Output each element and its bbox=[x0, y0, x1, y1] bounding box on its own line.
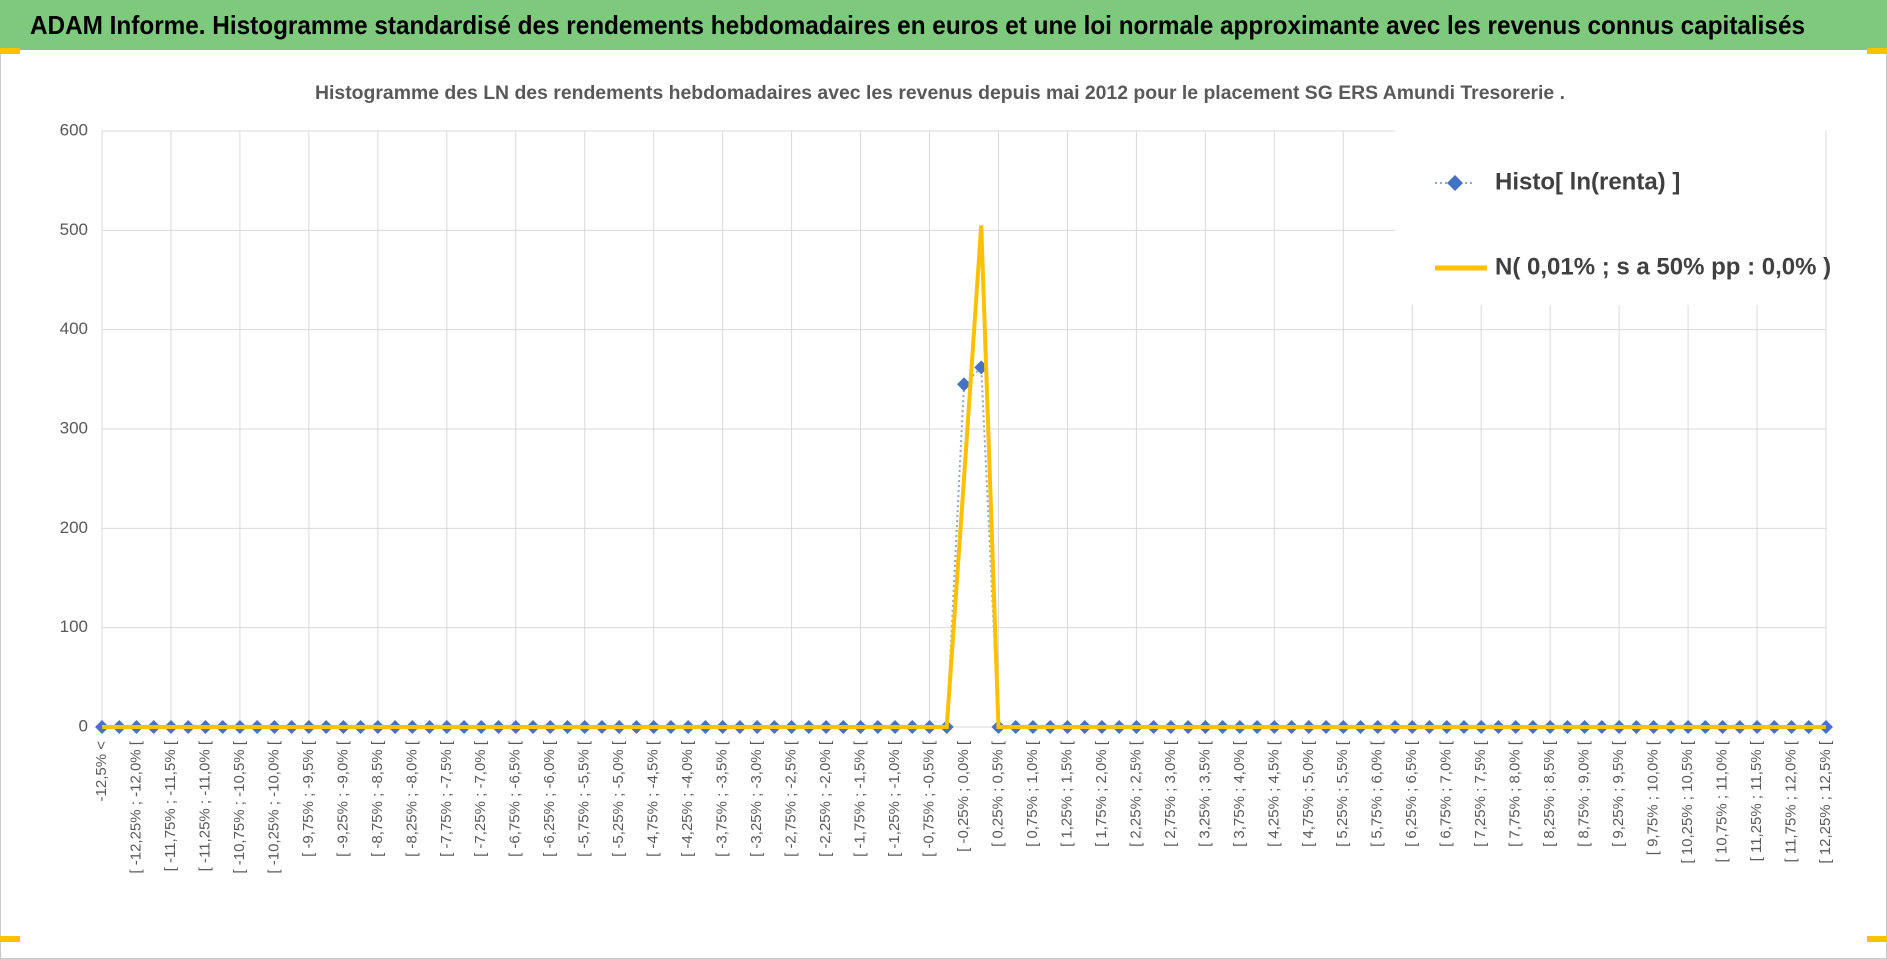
x-tick-label: [ -1,75% ; -1,5% [ bbox=[852, 740, 869, 857]
x-tick-label: [ -5,25% ; -5,0% [ bbox=[610, 740, 627, 857]
x-tick-label: [ -4,25% ; -4,0% [ bbox=[679, 740, 696, 857]
x-tick-label: [ -10,75% ; -10,5% [ bbox=[231, 740, 248, 873]
x-tick-label: [ 0,25% ; 0,5% [ bbox=[989, 740, 1006, 847]
x-tick-label: [ -8,75% ; -8,5% [ bbox=[369, 740, 386, 857]
x-tick-label: [ 11,25% ; 11,5% [ bbox=[1748, 740, 1765, 861]
corner-mark bbox=[1867, 48, 1887, 54]
x-tick-label: [ 1,25% ; 1,5% [ bbox=[1058, 740, 1075, 847]
corner-mark bbox=[0, 48, 20, 54]
x-tick-label: [ -3,75% ; -3,5% [ bbox=[714, 740, 731, 857]
x-tick-label: [ 12,25% ; 12,5% [ bbox=[1817, 740, 1834, 863]
x-tick-label: [ 7,25% ; 7,5% [ bbox=[1472, 740, 1489, 847]
header-title: ADAM Informe. Histogramme standardisé de… bbox=[30, 10, 1805, 40]
legend-marker bbox=[1447, 175, 1463, 191]
x-tick-label: -12,5% < bbox=[93, 741, 110, 802]
x-tick-label: [ 8,75% ; 9,0% [ bbox=[1576, 740, 1593, 847]
x-tick-label: [ -9,25% ; -9,0% [ bbox=[334, 740, 351, 857]
x-tick-label: [ 4,25% ; 4,5% [ bbox=[1265, 740, 1282, 847]
legend-label: N( 0,01% ; s a 50% pp : 0,0% ) bbox=[1495, 253, 1831, 280]
x-tick-label: [ 3,75% ; 4,0% [ bbox=[1231, 740, 1248, 847]
x-tick-label: [ 0,75% ; 1,0% [ bbox=[1024, 740, 1041, 847]
y-tick-label: 200 bbox=[60, 518, 88, 537]
x-tick-label: [ 7,75% ; 8,0% [ bbox=[1507, 740, 1524, 847]
y-tick-label: 600 bbox=[60, 120, 88, 139]
x-tick-label: [ -11,75% ; -11,5% [ bbox=[162, 740, 179, 871]
x-tick-label: [ -10,25% ; -10,0% [ bbox=[265, 740, 282, 873]
x-tick-label: [ 10,75% ; 11,0% [ bbox=[1714, 740, 1731, 862]
x-tick-label: [ 2,75% ; 3,0% [ bbox=[1162, 740, 1179, 847]
x-tick-label: [ -1,25% ; -1,0% [ bbox=[886, 740, 903, 857]
x-tick-label: [ 4,75% ; 5,0% [ bbox=[1300, 740, 1317, 847]
y-tick-label: 500 bbox=[60, 220, 88, 239]
x-tick-label: [ 5,75% ; 6,0% [ bbox=[1369, 740, 1386, 847]
x-tick-label: [ 10,25% ; 10,5% [ bbox=[1679, 740, 1696, 863]
x-tick-label: [ -12,25% ; -12,0% [ bbox=[127, 740, 144, 873]
x-tick-label: [ -0,75% ; -0,5% [ bbox=[920, 740, 937, 857]
x-tick-label: [ 6,75% ; 7,0% [ bbox=[1438, 740, 1455, 847]
x-tick-label: [ -7,75% ; -7,5% [ bbox=[438, 740, 455, 857]
x-tick-label: [ 6,25% ; 6,5% [ bbox=[1403, 740, 1420, 847]
x-tick-label: [ -0,25% ; 0,0% [ bbox=[955, 740, 972, 852]
x-tick-label: [ 9,25% ; 9,5% [ bbox=[1610, 740, 1627, 847]
y-tick-label: 400 bbox=[60, 319, 88, 338]
y-tick-label: 300 bbox=[60, 418, 88, 437]
y-tick-label: 100 bbox=[60, 617, 88, 636]
diamond-marker bbox=[957, 377, 971, 392]
x-tick-label: [ -2,75% ; -2,5% [ bbox=[783, 740, 800, 857]
corner-mark bbox=[1867, 936, 1887, 942]
x-tick-label: [ 1,75% ; 2,0% [ bbox=[1093, 740, 1110, 847]
y-tick-label: 0 bbox=[79, 716, 88, 735]
chart-title: Histogramme des LN des rendements hebdom… bbox=[315, 83, 1565, 104]
series-line bbox=[102, 225, 1826, 729]
x-tick-label: [ 2,25% ; 2,5% [ bbox=[1127, 740, 1144, 847]
x-tick-label: [ 11,75% ; 12,0% [ bbox=[1782, 740, 1799, 862]
x-tick-label: [ -9,75% ; -9,5% [ bbox=[300, 740, 317, 857]
header-bar bbox=[0, 0, 1887, 50]
x-tick-label: [ 3,25% ; 3,5% [ bbox=[1196, 740, 1213, 847]
x-tick-label: [ -3,25% ; -3,0% [ bbox=[748, 740, 765, 857]
x-tick-label: [ -8,25% ; -8,0% [ bbox=[403, 740, 420, 857]
x-tick-label: [ -2,25% ; -2,0% [ bbox=[817, 740, 834, 857]
x-tick-label: [ 5,25% ; 5,5% [ bbox=[1334, 740, 1351, 847]
x-tick-label: [ -5,75% ; -5,5% [ bbox=[576, 740, 593, 857]
x-tick-label: [ -11,25% ; -11,0% [ bbox=[196, 740, 213, 871]
x-tick-label: [ -7,25% ; -7,0% [ bbox=[472, 740, 489, 857]
corner-mark bbox=[0, 936, 20, 942]
x-tick-label: [ 8,25% ; 8,5% [ bbox=[1541, 740, 1558, 847]
x-tick-label: [ 9,75% ; 10,0% [ bbox=[1645, 740, 1662, 855]
legend-label: Histo[ ln(renta) ] bbox=[1495, 168, 1680, 195]
x-tick-label: [ -6,75% ; -6,5% [ bbox=[507, 740, 524, 857]
legend-box bbox=[1395, 130, 1825, 305]
x-tick-label: [ -6,25% ; -6,0% [ bbox=[541, 740, 558, 857]
x-tick-label: [ -4,75% ; -4,5% [ bbox=[645, 740, 662, 857]
